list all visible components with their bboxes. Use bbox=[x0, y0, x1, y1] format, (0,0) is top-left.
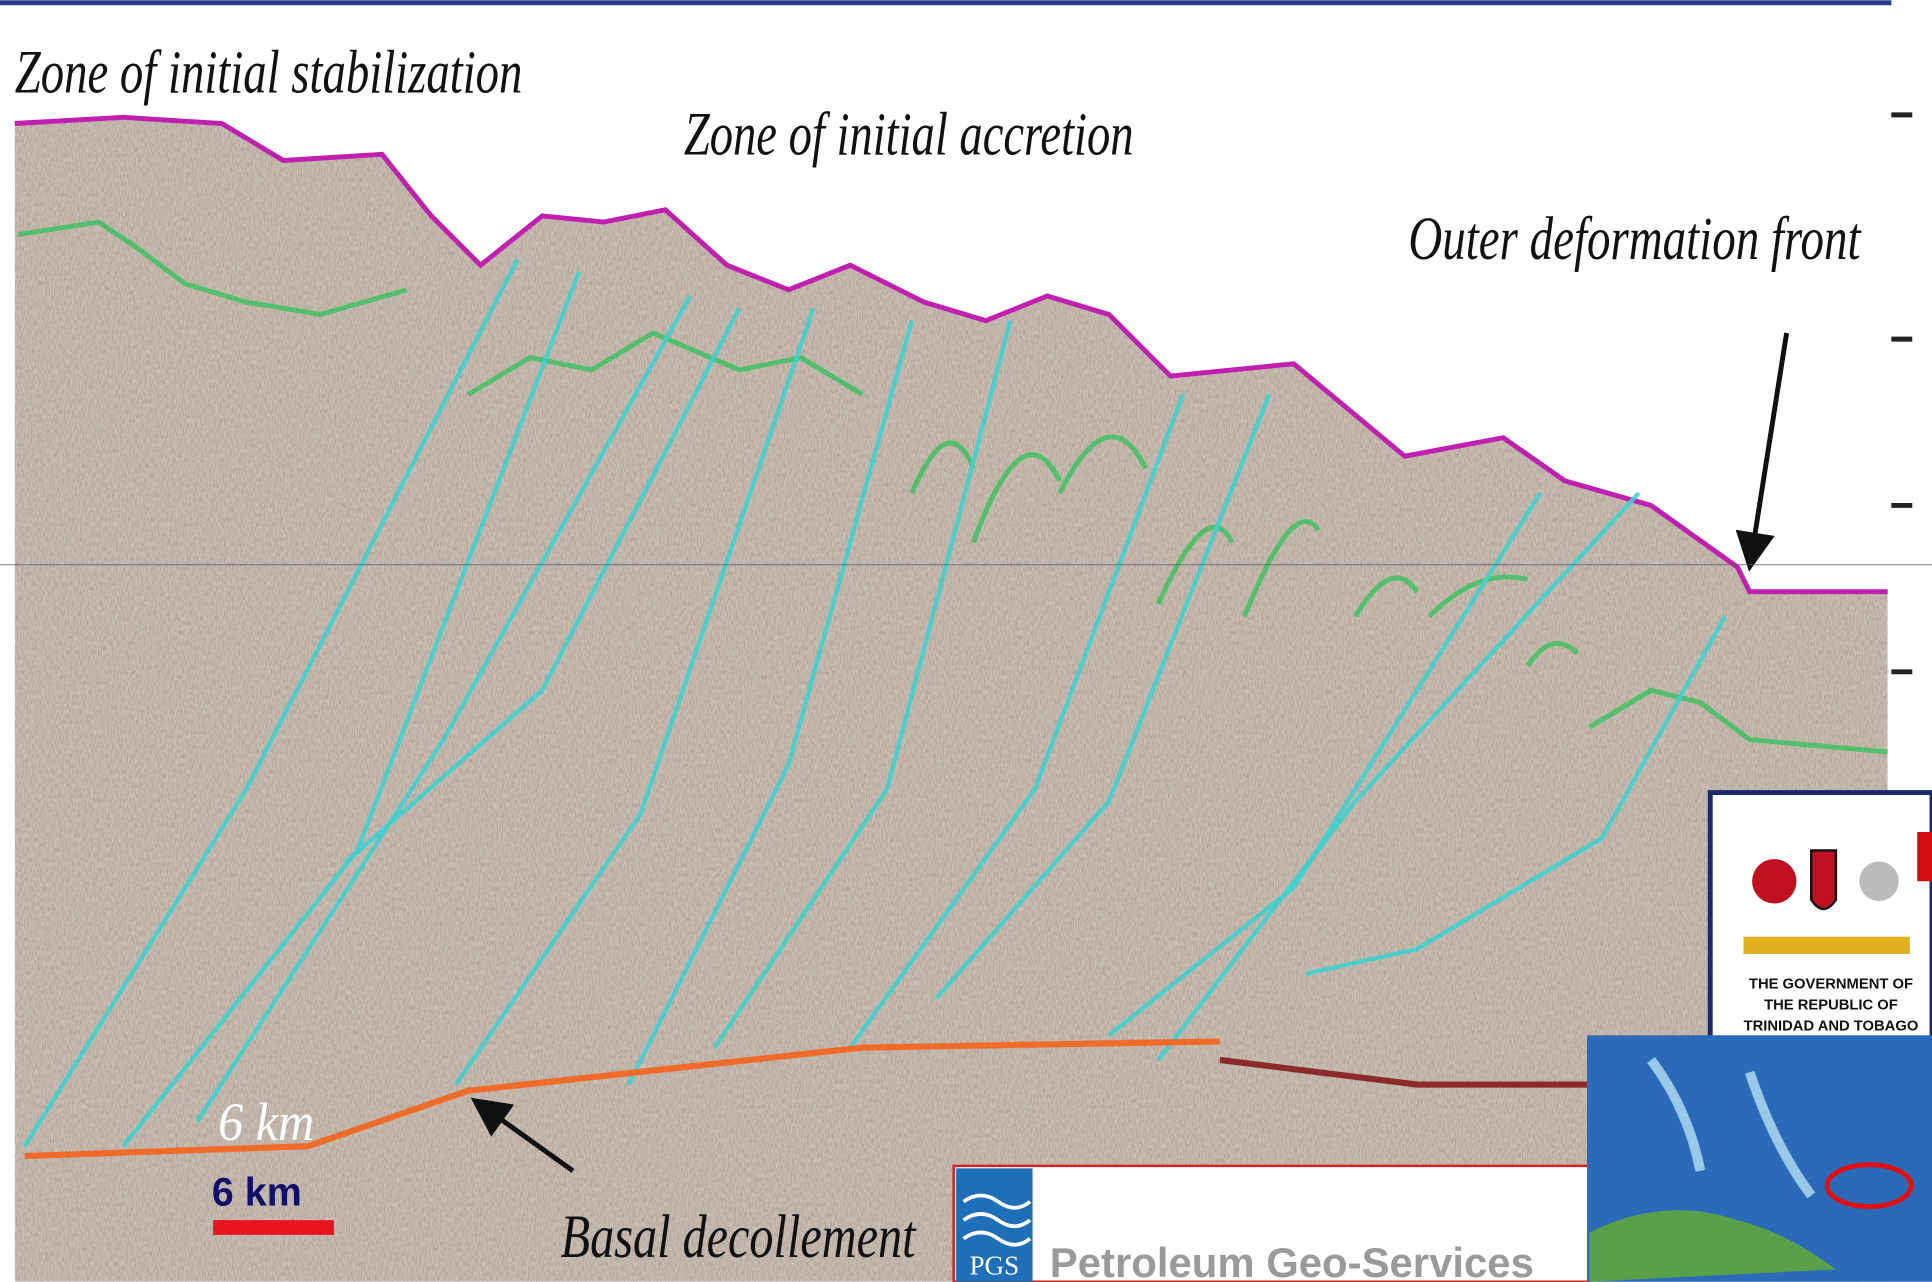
accretion-label: Zone of initial accretion bbox=[684, 100, 1134, 168]
front-label: Outer deformation front bbox=[1408, 205, 1862, 273]
scale-bar bbox=[213, 1220, 334, 1235]
pgs-name: Petroleum Geo-Services bbox=[1050, 1239, 1534, 1282]
government-line: THE REPUBLIC OF bbox=[1764, 997, 1898, 1013]
crest-flag bbox=[1917, 832, 1932, 881]
crest-bird bbox=[1752, 859, 1796, 903]
scale-label: 6 km bbox=[212, 1170, 302, 1214]
pgs-logo: PGS Petroleum Geo-Services bbox=[954, 1166, 1590, 1282]
pgs-mark: PGS bbox=[969, 1250, 1019, 1280]
stabilization-label: Zone of initial stabilization bbox=[15, 39, 523, 107]
side-ticks bbox=[1891, 115, 1912, 672]
front-arrow bbox=[1752, 333, 1787, 552]
figure: Zone of initial stabilization Zone of in… bbox=[0, 0, 1932, 1282]
crest-bird bbox=[1859, 862, 1898, 901]
decollement-label: Basal decollement bbox=[561, 1203, 917, 1271]
crest-shield bbox=[1811, 850, 1836, 909]
page: Zone of initial stabilization Zone of in… bbox=[0, 0, 1932, 1282]
top-border bbox=[0, 0, 1891, 5]
government-text: THE GOVERNMENT OF THE REPUBLIC OF TRINID… bbox=[1744, 976, 1919, 1034]
government-line: THE GOVERNMENT OF bbox=[1749, 976, 1913, 992]
crest-scroll bbox=[1743, 937, 1909, 954]
location-map bbox=[1587, 1035, 1932, 1281]
government-logo: THE GOVERNMENT OF THE REPUBLIC OF TRINID… bbox=[1710, 793, 1932, 1039]
seismic-scale-label: 6 km bbox=[218, 1092, 314, 1152]
government-line: TRINIDAD AND TOBAGO bbox=[1744, 1018, 1919, 1034]
